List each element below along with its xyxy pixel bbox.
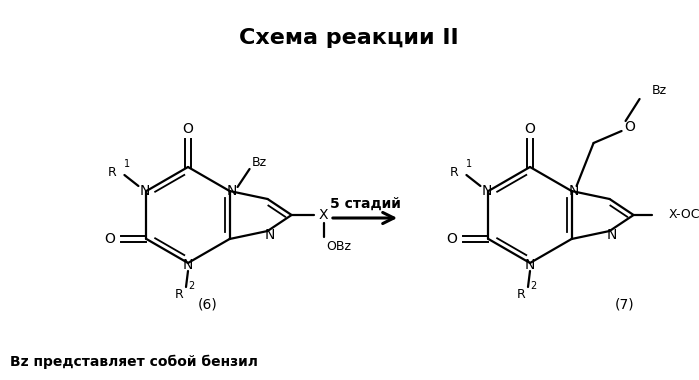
Text: O: O <box>624 120 635 134</box>
Text: N: N <box>481 184 491 198</box>
Text: R: R <box>517 288 525 301</box>
Text: 5 стадий: 5 стадий <box>329 197 401 211</box>
Text: OBz: OBz <box>326 241 352 253</box>
Text: 2: 2 <box>188 281 194 291</box>
Text: N: N <box>139 184 150 198</box>
Text: O: O <box>524 122 535 136</box>
Text: R: R <box>108 166 117 179</box>
Text: Bz представляет собой бензил: Bz представляет собой бензил <box>10 355 258 369</box>
Text: 1: 1 <box>466 159 473 169</box>
Text: X: X <box>319 208 329 222</box>
Text: N: N <box>183 258 193 272</box>
Text: O: O <box>446 232 457 246</box>
Text: R: R <box>449 166 459 179</box>
Text: O: O <box>182 122 194 136</box>
Text: (6): (6) <box>198 298 218 312</box>
Text: N: N <box>264 228 275 242</box>
Text: Bz: Bz <box>651 84 667 98</box>
Text: R: R <box>174 288 183 301</box>
Text: Схема реакции II: Схема реакции II <box>239 28 459 48</box>
Text: N: N <box>525 258 535 272</box>
Text: Bz: Bz <box>252 157 267 169</box>
Text: X-OCH₂CN: X-OCH₂CN <box>668 209 699 222</box>
Text: N: N <box>568 184 579 198</box>
Text: 1: 1 <box>124 159 131 169</box>
Text: 2: 2 <box>530 281 536 291</box>
Text: O: O <box>104 232 115 246</box>
Text: N: N <box>226 184 237 198</box>
Text: (7): (7) <box>615 298 635 312</box>
Text: N: N <box>606 228 617 242</box>
